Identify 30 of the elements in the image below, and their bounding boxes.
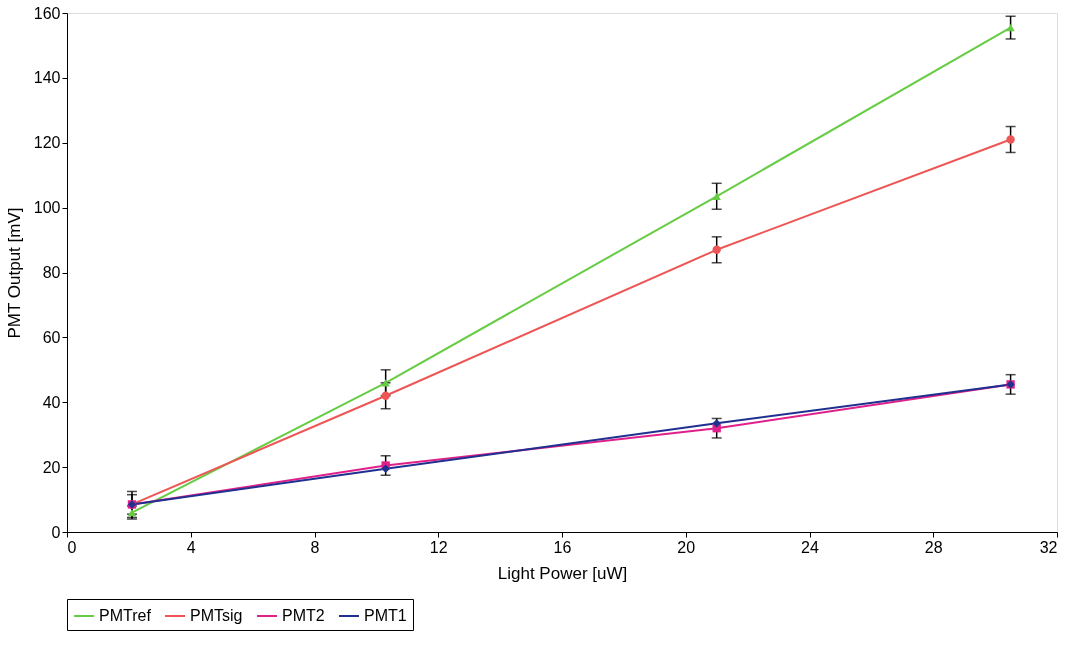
y-tick-label: 100 (33, 199, 61, 217)
point (1006, 135, 1015, 144)
y-tick-label: 60 (42, 328, 61, 346)
x-tick-label: 20 (677, 538, 696, 556)
legend-label: PMT2 (282, 607, 325, 624)
y-axis-title: PMT Output [mV] (4, 207, 24, 339)
point (1006, 23, 1015, 32)
y-tick-label: 80 (42, 264, 61, 281)
point (381, 391, 390, 400)
x-tick-label: 4 (186, 538, 196, 556)
y-tick-label: 160 (33, 4, 61, 22)
x-tick-label: 24 (801, 538, 819, 556)
y-tick-label: 0 (51, 523, 61, 541)
y-tick-label: 120 (33, 134, 61, 152)
x-tick-label: 16 (553, 538, 572, 556)
x-axis-title: Light Power [uW] (497, 563, 628, 583)
x-tick-label: 8 (310, 538, 320, 556)
x-tick-label: 0 (67, 538, 77, 556)
point (712, 192, 721, 200)
point (712, 245, 721, 254)
y-tick-label: 140 (33, 69, 61, 87)
y-tick-label: 20 (42, 458, 61, 476)
y-tick-label: 40 (42, 393, 61, 411)
x-tick-label: 32 (1039, 538, 1058, 556)
x-tick-label: 28 (924, 538, 943, 556)
legend-label: PMTsig (190, 607, 243, 624)
legend-label: PMT1 (364, 607, 407, 624)
x-tick-label: 12 (429, 538, 448, 556)
legend-label: PMTref (99, 607, 152, 624)
point (712, 419, 721, 428)
